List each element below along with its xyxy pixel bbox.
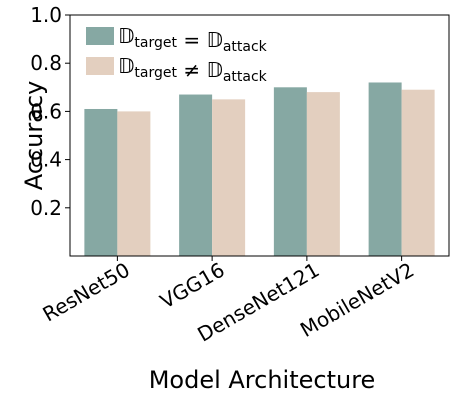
bar-not-equal-vgg16 bbox=[212, 99, 246, 256]
legend-entry-not-equal: 𝔻target ≠ 𝔻attack bbox=[118, 54, 268, 85]
bar-not-equal-densenet121 bbox=[306, 92, 340, 257]
x-axis-label: Model Architecture bbox=[149, 366, 376, 394]
y-tick-label: 1.0 bbox=[30, 3, 62, 27]
bar-equal-mobilenetv2 bbox=[368, 82, 402, 256]
legend-entry-equal: 𝔻target = 𝔻attack bbox=[118, 24, 268, 55]
bar-equal-vgg16 bbox=[179, 94, 213, 256]
bar-not-equal-mobilenetv2 bbox=[401, 89, 435, 257]
y-tick-label: 0.2 bbox=[30, 196, 62, 220]
legend-swatch-equal bbox=[86, 27, 114, 45]
plot-frame bbox=[69, 14, 450, 257]
bar-equal-densenet121 bbox=[273, 87, 307, 256]
bars-group bbox=[84, 82, 435, 257]
y-tick-label: 0.4 bbox=[30, 148, 62, 172]
bar-equal-resnet50 bbox=[84, 108, 118, 257]
y-axis: 0.2 0.4 0.6 0.8 1.0 bbox=[30, 3, 70, 220]
legend-swatch-not-equal bbox=[86, 57, 114, 75]
y-axis-label: Accuracy bbox=[20, 81, 48, 191]
y-tick-label: 0.6 bbox=[30, 99, 62, 123]
x-tick-label-resnet50: ResNet50 bbox=[38, 258, 133, 327]
bar-not-equal-resnet50 bbox=[117, 111, 151, 257]
y-tick-label: 0.8 bbox=[30, 51, 62, 75]
x-tick-label-vgg16: VGG16 bbox=[156, 258, 229, 314]
